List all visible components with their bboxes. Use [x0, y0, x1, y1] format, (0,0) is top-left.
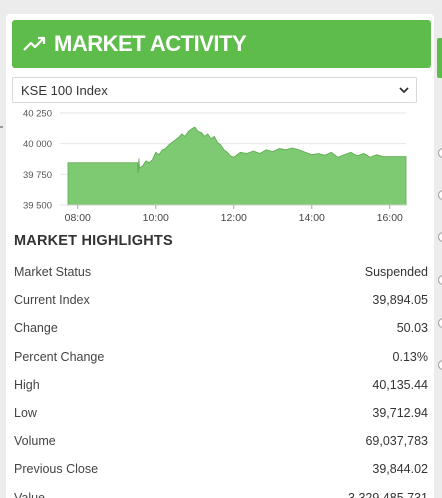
market-activity-header: MARKET ACTIVITY [12, 20, 431, 68]
index-select-value: KSE 100 Index [21, 82, 108, 98]
left-edge-tick [0, 126, 3, 128]
highlight-row: Low 39,712.94 [14, 399, 430, 427]
highlight-label: Volume [14, 434, 56, 449]
highlight-value: 39,844.02 [372, 462, 428, 477]
highlight-row: Volume 69,037,783 [14, 427, 430, 455]
x-tick-label: 08:00 [65, 212, 91, 224]
highlight-label: Low [14, 406, 37, 421]
highlight-row: High 40,135.44 [14, 371, 430, 399]
y-tick-label: 40 250 [23, 109, 52, 120]
chevron-down-icon [399, 87, 409, 94]
highlight-label: Percent Change [14, 349, 105, 364]
market-highlights-title: MARKET HIGHLIGHTS [14, 233, 173, 249]
highlights-table: Market Status Suspended Current Index 39,89… [14, 258, 430, 498]
highlight-row: Percent Change 0.13% [14, 343, 430, 371]
index-area-chart: 40 250 40 000 39 750 39 500 08:00 10:00 12:00 1… [23, 109, 407, 224]
x-tick-label: 10:00 [143, 212, 169, 224]
radio-button[interactable] [438, 232, 442, 242]
highlight-label: High [14, 377, 40, 392]
radio-button[interactable] [438, 190, 442, 200]
radio-button[interactable] [438, 318, 442, 328]
highlight-value: 39,894.05 [372, 293, 428, 308]
x-tick-label: 14:00 [299, 212, 325, 224]
highlight-row: Change 50.03 [14, 314, 430, 342]
highlight-label: Market Status [14, 265, 92, 280]
highlight-label: Change [14, 321, 58, 336]
y-tick-label: 39 500 [23, 201, 52, 212]
x-tick-label: 16:00 [377, 212, 403, 224]
index-area-series [67, 126, 407, 206]
highlight-row: Market Status Suspended [14, 258, 430, 286]
highlight-value: 39,712.94 [372, 406, 428, 421]
highlight-label: Current Index [14, 293, 90, 308]
highlight-value: 0.13% [392, 349, 428, 364]
highlight-value: 69,037,783 [365, 434, 428, 449]
highlight-value: Suspended [364, 265, 428, 280]
radio-button[interactable] [438, 360, 442, 370]
highlight-label: Previous Close [14, 462, 99, 477]
highlight-row: Current Index 39,894.05 [14, 286, 430, 314]
index-select[interactable]: KSE 100 Index [12, 77, 417, 103]
highlight-label: Value [14, 490, 46, 498]
radio-button[interactable] [438, 148, 442, 158]
highlight-row: Value 3,329,485,731 [14, 484, 430, 498]
x-tick-label: 12:00 [221, 212, 247, 224]
highlight-value: 40,135.44 [372, 377, 428, 392]
y-tick-label: 39 750 [23, 170, 52, 181]
adjacent-panel-tab[interactable] [437, 38, 442, 78]
highlight-row: Previous Close 39,844.02 [14, 455, 430, 483]
header-title: MARKET ACTIVITY [54, 31, 247, 56]
highlight-value: 3,329,485,731 [348, 490, 428, 498]
radio-button[interactable] [438, 275, 442, 285]
highlight-value: 50.03 [396, 321, 428, 336]
y-tick-label: 40 000 [23, 139, 52, 150]
trending-up-icon [23, 36, 46, 51]
